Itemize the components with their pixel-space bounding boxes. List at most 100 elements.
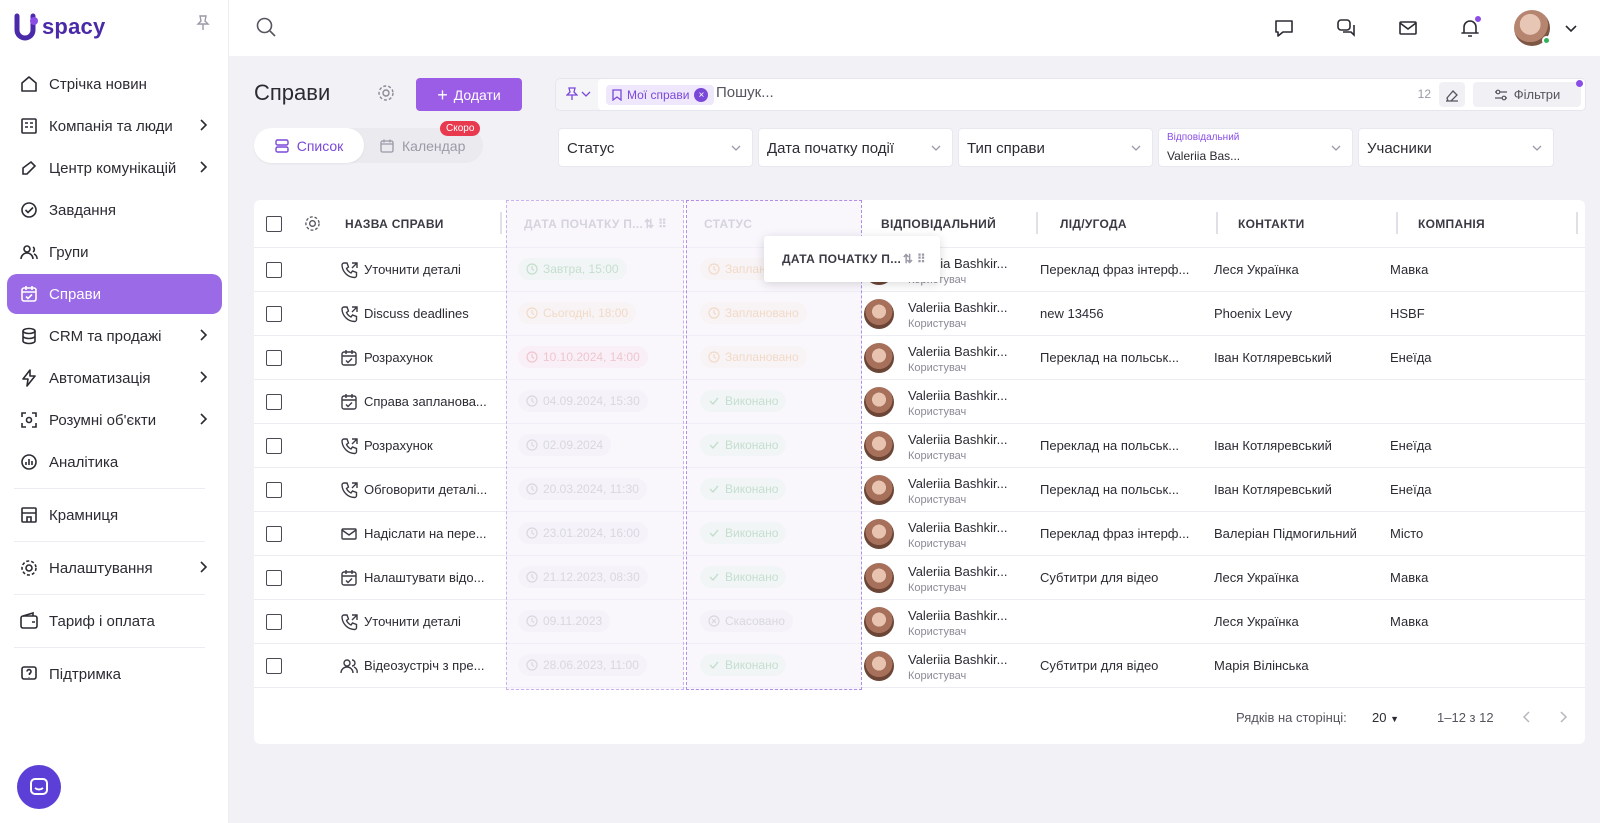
responsible-name[interactable]: Valeriia Bashkir... — [908, 520, 1008, 535]
lead-link[interactable]: new 13456 — [1040, 306, 1104, 321]
row-checkbox[interactable] — [266, 394, 282, 410]
company-link[interactable]: Енеїда — [1390, 482, 1432, 497]
deal-name-link[interactable]: Обговорити деталі... — [364, 482, 488, 497]
logo[interactable]: spacy — [14, 12, 105, 42]
avatar[interactable] — [864, 475, 894, 505]
column-header-start-date[interactable]: ДАТА ПОЧАТКУ П... — [524, 217, 644, 231]
prev-page-chevron-icon[interactable] — [1522, 710, 1532, 727]
contact-link[interactable]: Марія Вілінська — [1214, 658, 1309, 673]
search-input[interactable] — [716, 84, 1316, 101]
lead-link[interactable]: Переклад фраз інтерф... — [1040, 526, 1190, 541]
column-divider[interactable] — [1036, 212, 1038, 234]
column-header-company[interactable]: КОМПАНІЯ — [1418, 217, 1485, 231]
lead-link[interactable]: Переклад фраз інтерф... — [1040, 262, 1190, 277]
company-link[interactable]: Мавка — [1390, 614, 1429, 629]
filters-button[interactable]: Фільтри — [1473, 80, 1583, 107]
responsible-name[interactable]: Valeriia Bashkir... — [908, 608, 1008, 623]
company-link[interactable]: Місто — [1390, 526, 1424, 541]
contact-link[interactable]: Валеріан Підмогильний — [1214, 526, 1357, 541]
sidebar-item-2[interactable]: Компанія та люди — [7, 106, 222, 146]
remove-chip-icon[interactable]: × — [694, 88, 709, 102]
status-filter-select[interactable]: Статус — [558, 128, 753, 167]
row-checkbox[interactable] — [266, 482, 282, 498]
avatar[interactable] — [864, 387, 894, 417]
responsible-name[interactable]: Valeriia Bashkir... — [908, 300, 1008, 315]
sidebar-item-4[interactable]: Завдання — [7, 190, 222, 230]
sidebar-item-10[interactable]: Аналітика — [7, 442, 222, 482]
column-header-status[interactable]: СТАТУС — [704, 217, 753, 231]
lead-link[interactable]: Переклад на польськ... — [1040, 438, 1180, 453]
table-row[interactable]: Обговорити деталі... 20.03.2024, 11:30 Вик… — [254, 468, 1585, 512]
chat-widget-button[interactable] — [17, 765, 61, 809]
user-avatar[interactable] — [1514, 10, 1551, 46]
company-link[interactable]: Мавка — [1390, 570, 1429, 585]
start-date-filter-select[interactable]: Дата початку події — [758, 128, 953, 167]
responsible-name[interactable]: Valeriia Bashkir... — [908, 432, 1008, 447]
mail-icon[interactable] — [1390, 10, 1426, 46]
table-row[interactable]: Розрахунок 10.10.2024, 14:00 Заплановано Va… — [254, 336, 1585, 380]
column-divider[interactable] — [1396, 212, 1398, 234]
column-header-contacts[interactable]: КОНТАКТИ — [1238, 217, 1305, 231]
saved-filters-pin-icon[interactable] — [566, 87, 591, 101]
table-row[interactable]: Discuss deadlines Сьогодні, 18:00 Запланов… — [254, 292, 1585, 336]
company-link[interactable]: Енеїда — [1390, 350, 1432, 365]
avatar[interactable] — [864, 343, 894, 373]
responsible-name[interactable]: Valeriia Bashkir... — [908, 476, 1008, 491]
chat-icon[interactable] — [1266, 10, 1302, 46]
contact-link[interactable]: Леся Українка — [1214, 614, 1299, 629]
row-checkbox[interactable] — [266, 306, 282, 322]
clear-search-eraser-icon[interactable] — [1439, 82, 1465, 107]
sidebar-item-12[interactable]: Налаштування — [7, 548, 222, 588]
column-header-lead[interactable]: ЛІД/УГОДА — [1060, 217, 1127, 231]
avatar[interactable] — [864, 651, 894, 681]
row-checkbox[interactable] — [266, 526, 282, 542]
sidebar-item-6[interactable]: Справи — [7, 274, 222, 314]
table-row[interactable]: Справа запланова... 04.09.2024, 15:30 Вико… — [254, 380, 1585, 424]
column-divider[interactable] — [500, 212, 502, 234]
sidebar-item-14[interactable]: Підтримка — [7, 654, 222, 694]
dragging-column-header[interactable]: ДАТА ПОЧАТКУ П... ⇅ ⠿ — [764, 236, 940, 282]
sidebar-item-9[interactable]: Розумні об'єкти — [7, 400, 222, 440]
sidebar-item-8[interactable]: Автоматизація — [7, 358, 222, 398]
company-link[interactable]: Енеїда — [1390, 438, 1432, 453]
notifications-bell-icon[interactable] — [1452, 10, 1488, 46]
lead-link[interactable]: Переклад на польськ... — [1040, 482, 1180, 497]
lead-link[interactable]: Субтитри для відео — [1040, 658, 1159, 673]
responsible-filter-select[interactable]: Відповідальний Valeriia Bas... — [1158, 128, 1353, 167]
sidebar-item-5[interactable]: Групи — [7, 232, 222, 272]
participants-filter-select[interactable]: Учасники — [1358, 128, 1554, 167]
avatar[interactable] — [864, 431, 894, 461]
row-checkbox[interactable] — [266, 570, 282, 586]
responsible-name[interactable]: Valeriia Bashkir... — [908, 652, 1008, 667]
page-settings-gear-icon[interactable] — [377, 84, 395, 105]
messages-icon[interactable] — [1328, 10, 1364, 46]
avatar[interactable] — [864, 607, 894, 637]
add-button[interactable]: + Додати — [416, 78, 522, 111]
column-divider[interactable] — [1576, 212, 1578, 234]
row-checkbox[interactable] — [266, 438, 282, 454]
deal-name-link[interactable]: Уточнити деталі — [364, 262, 461, 277]
avatar[interactable] — [864, 519, 894, 549]
lead-link[interactable]: Субтитри для відео — [1040, 570, 1159, 585]
row-checkbox[interactable] — [266, 658, 282, 674]
contact-link[interactable]: Іван Котляревський — [1214, 438, 1332, 453]
company-link[interactable]: Мавка — [1390, 262, 1429, 277]
column-header-name[interactable]: НАЗВА СПРАВИ — [345, 217, 444, 231]
deal-name-link[interactable]: Discuss deadlines — [364, 306, 469, 321]
select-all-checkbox[interactable] — [266, 216, 282, 232]
tab-list-view[interactable]: Список — [254, 128, 364, 163]
column-settings-gear-icon[interactable] — [304, 215, 321, 235]
sidebar-item-13[interactable]: Тариф і оплата — [7, 601, 222, 641]
table-row[interactable]: Відеозустріч з пре... 28.06.2023, 11:00 Ви… — [254, 644, 1585, 688]
row-checkbox[interactable] — [266, 350, 282, 366]
sidebar-item-3[interactable]: Центр комунікацій — [7, 148, 222, 188]
pin-sidebar-icon[interactable] — [196, 15, 210, 34]
deal-name-link[interactable]: Розрахунок — [364, 350, 433, 365]
deal-name-link[interactable]: Розрахунок — [364, 438, 433, 453]
column-header-responsible[interactable]: ВІДПОВІДАЛЬНИЙ — [881, 217, 997, 231]
deal-name-link[interactable]: Відеозустріч з пре... — [364, 658, 485, 673]
user-menu-chevron-icon[interactable] — [1564, 20, 1578, 36]
responsible-name[interactable]: Valeriia Bashkir... — [908, 344, 1008, 359]
type-filter-select[interactable]: Тип справи — [958, 128, 1153, 167]
row-checkbox[interactable] — [266, 262, 282, 278]
